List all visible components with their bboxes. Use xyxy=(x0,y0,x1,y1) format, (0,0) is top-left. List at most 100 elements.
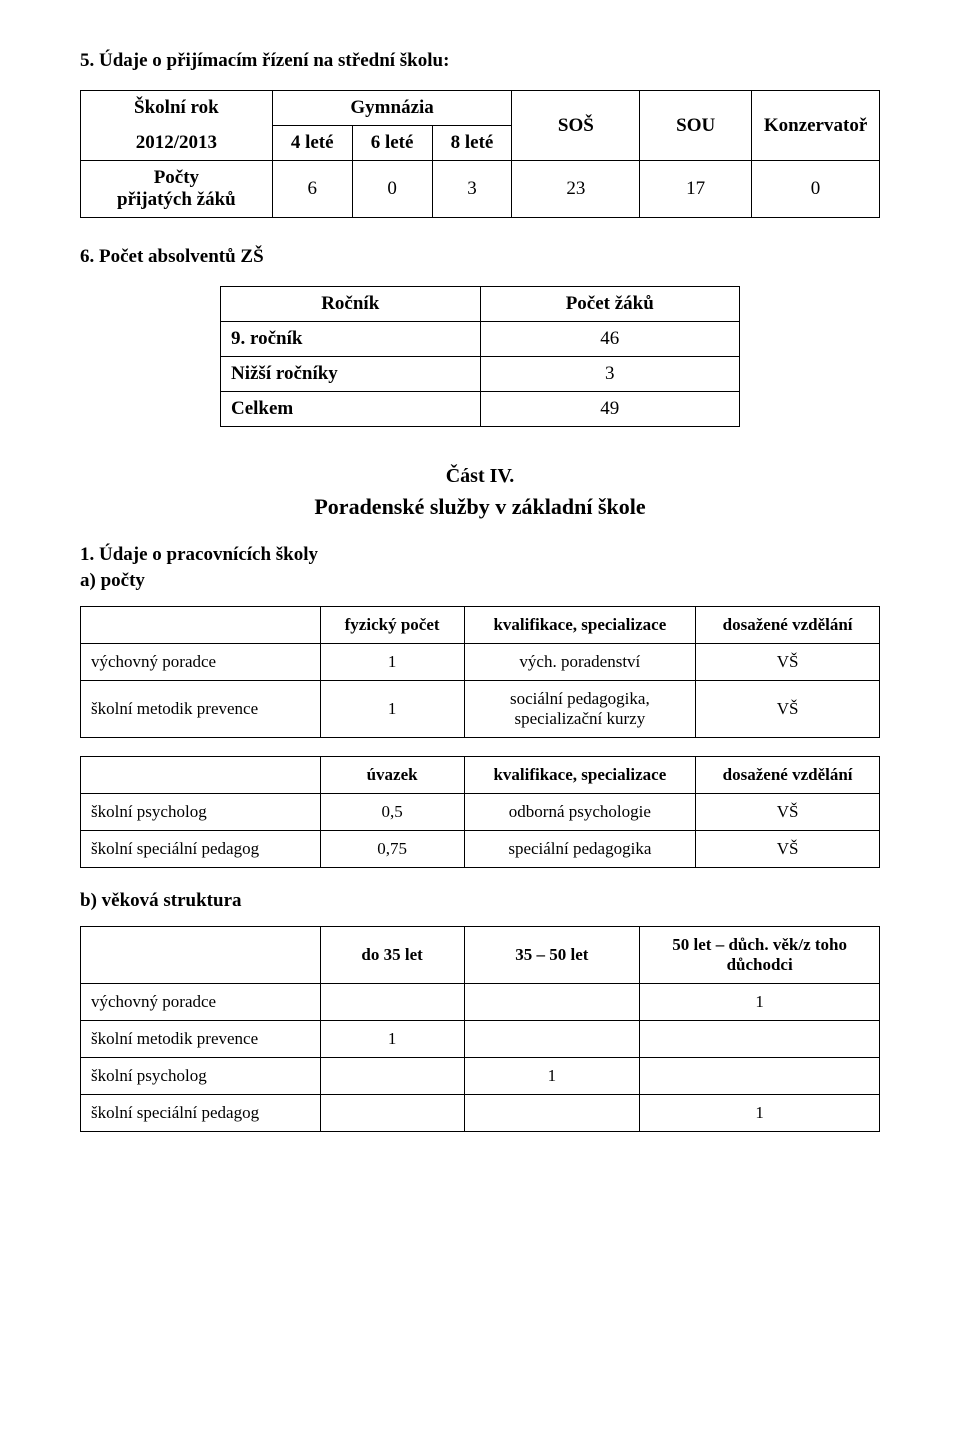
grad-r2k: Nižší ročníky xyxy=(221,357,481,392)
adm-h-6lete: 6 leté xyxy=(352,126,432,161)
cell xyxy=(464,984,640,1021)
t1-r2c3: sociální pedagogika, specializační kurzy xyxy=(464,681,696,738)
staff-table-1: fyzický počet kvalifikace, specializace … xyxy=(80,606,880,738)
adm-v: 6 xyxy=(272,161,352,218)
grad-r1k: 9. ročník xyxy=(221,322,481,357)
sec5-title: 5. Údaje o přijímacím řízení na střední … xyxy=(80,50,880,72)
table-row: školní psycholog 0,5 odborná psychologie… xyxy=(81,794,880,831)
adm-h-schoolyear: Školní rok xyxy=(81,91,273,126)
text: 50 let – důch. věk/z toho xyxy=(672,935,847,954)
t3-h1: do 35 let xyxy=(320,927,464,984)
t2-h3: dosažené vzdělání xyxy=(696,757,880,794)
table-row: školní psycholog 1 xyxy=(81,1058,880,1095)
adm-v: 17 xyxy=(640,161,752,218)
table-row: školní speciální pedagog 1 xyxy=(81,1095,880,1132)
adm-v: 23 xyxy=(512,161,640,218)
table-row: školní metodik prevence 1 sociální pedag… xyxy=(81,681,880,738)
cell xyxy=(464,1021,640,1058)
t3-r1c1: výchovný poradce xyxy=(81,984,321,1021)
text: sociální pedagogika, xyxy=(510,689,650,708)
part4-line1: Část IV. xyxy=(80,465,880,488)
table-row: Počty přijatých žáků 6 0 3 23 17 0 xyxy=(81,161,880,218)
grad-h1: Ročník xyxy=(221,287,481,322)
t2-r1c2: 0,5 xyxy=(320,794,464,831)
blank xyxy=(81,927,321,984)
grad-r3k: Celkem xyxy=(221,392,481,427)
graduates-table: Ročník Počet žáků 9. ročník 46 Nižší roč… xyxy=(220,286,740,427)
adm-h-4lete: 4 leté xyxy=(272,126,352,161)
grad-h2: Počet žáků xyxy=(480,287,740,322)
t1-r1c3: vých. poradenství xyxy=(464,644,696,681)
t1-h3: dosažené vzdělání xyxy=(696,607,880,644)
t3-h2: 35 – 50 let xyxy=(464,927,640,984)
adm-h-gym: Gymnázia xyxy=(272,91,512,126)
t3-r2c2: 1 xyxy=(320,1021,464,1058)
age-table: do 35 let 35 – 50 let 50 let – důch. věk… xyxy=(80,926,880,1132)
grad-r1v: 46 xyxy=(480,322,740,357)
t1-r1c1: výchovný poradce xyxy=(81,644,321,681)
admission-table: Školní rok Gymnázia SOŠ SOU Konzervatoř … xyxy=(80,90,880,218)
t1-r2c2: 1 xyxy=(320,681,464,738)
cell xyxy=(320,1058,464,1095)
t2-h2: kvalifikace, specializace xyxy=(464,757,696,794)
text: důchodci xyxy=(727,955,793,974)
table-row: Nižší ročníky 3 xyxy=(221,357,740,392)
sec1-title: 1. Údaje o pracovnících školy xyxy=(80,544,880,566)
table-row: úvazek kvalifikace, specializace dosažen… xyxy=(81,757,880,794)
table-row: Celkem 49 xyxy=(221,392,740,427)
table-row: výchovný poradce 1 vých. poradenství VŠ xyxy=(81,644,880,681)
table-row: do 35 let 35 – 50 let 50 let – důch. věk… xyxy=(81,927,880,984)
sec1-b-label: b) věková struktura xyxy=(80,890,880,912)
t2-h1: úvazek xyxy=(320,757,464,794)
t2-r2c2: 0,75 xyxy=(320,831,464,868)
blank xyxy=(81,757,321,794)
t1-h1: fyzický počet xyxy=(320,607,464,644)
t1-r2c1: školní metodik prevence xyxy=(81,681,321,738)
adm-h-8lete: 8 leté xyxy=(432,126,512,161)
table-row: Školní rok Gymnázia SOŠ SOU Konzervatoř xyxy=(81,91,880,126)
t1-h2: kvalifikace, specializace xyxy=(464,607,696,644)
table-row: 9. ročník 46 xyxy=(221,322,740,357)
adm-h-konz: Konzervatoř xyxy=(752,91,880,161)
adm-v: 0 xyxy=(752,161,880,218)
t3-r1c4: 1 xyxy=(640,984,880,1021)
part4-line2: Poradenské služby v základní škole xyxy=(80,494,880,520)
sec6-title: 6. Počet absolventů ZŠ xyxy=(80,246,880,268)
t1-r1c4: VŠ xyxy=(696,644,880,681)
t2-r1c3: odborná psychologie xyxy=(464,794,696,831)
adm-h-year: 2012/2013 xyxy=(81,126,273,161)
t1-r2c4: VŠ xyxy=(696,681,880,738)
t1-r1c2: 1 xyxy=(320,644,464,681)
table-row: výchovný poradce 1 xyxy=(81,984,880,1021)
t3-r2c1: školní metodik prevence xyxy=(81,1021,321,1058)
t2-r2c3: speciální pedagogika xyxy=(464,831,696,868)
table-row: fyzický počet kvalifikace, specializace … xyxy=(81,607,880,644)
t2-r2c1: školní speciální pedagog xyxy=(81,831,321,868)
table-row: Ročník Počet žáků xyxy=(221,287,740,322)
cell xyxy=(464,1095,640,1132)
t2-r2c4: VŠ xyxy=(696,831,880,868)
cell xyxy=(640,1058,880,1095)
blank xyxy=(81,607,321,644)
adm-v: 3 xyxy=(432,161,512,218)
table-row: školní speciální pedagog 0,75 speciální … xyxy=(81,831,880,868)
text: přijatých žáků xyxy=(117,189,236,210)
t2-r1c1: školní psycholog xyxy=(81,794,321,831)
grad-r2v: 3 xyxy=(480,357,740,392)
t3-r3c1: školní psycholog xyxy=(81,1058,321,1095)
text: Počty xyxy=(154,167,199,188)
t2-r1c4: VŠ xyxy=(696,794,880,831)
staff-table-2: úvazek kvalifikace, specializace dosažen… xyxy=(80,756,880,868)
t3-r4c4: 1 xyxy=(640,1095,880,1132)
cell xyxy=(320,1095,464,1132)
t3-r3c3: 1 xyxy=(464,1058,640,1095)
sec1-a-label: a) počty xyxy=(80,570,880,592)
adm-row-label: Počty přijatých žáků xyxy=(81,161,273,218)
adm-v: 0 xyxy=(352,161,432,218)
adm-h-sou: SOU xyxy=(640,91,752,161)
table-row: školní metodik prevence 1 xyxy=(81,1021,880,1058)
cell xyxy=(320,984,464,1021)
cell xyxy=(640,1021,880,1058)
t3-r4c1: školní speciální pedagog xyxy=(81,1095,321,1132)
t3-h3: 50 let – důch. věk/z toho důchodci xyxy=(640,927,880,984)
